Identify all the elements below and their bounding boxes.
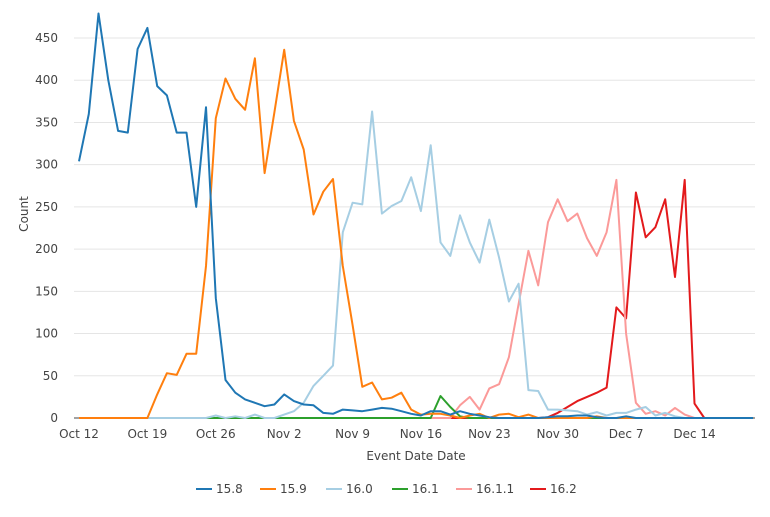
legend-label: 16.1 (412, 482, 439, 496)
series-line-16-0 (79, 110, 754, 419)
legend-label: 16.2 (550, 482, 577, 496)
series-line-15-8 (78, 12, 754, 419)
legend-item[interactable]: 16.2 (530, 482, 577, 496)
legend-label: 15.8 (216, 482, 243, 496)
series-line-16-2 (79, 178, 754, 419)
y-tick-label: 400 (35, 73, 58, 87)
y-tick-label: 350 (35, 115, 58, 129)
legend-item[interactable]: 16.1.1 (456, 482, 514, 496)
legend-item[interactable]: 16.0 (326, 482, 373, 496)
legend-item[interactable]: 15.9 (260, 482, 307, 496)
x-tick-label: Dec 7 (609, 427, 644, 441)
legend-label: 15.9 (280, 482, 307, 496)
x-tick-label: Dec 14 (673, 427, 715, 441)
x-tick-label: Nov 23 (468, 427, 511, 441)
y-tick-label: 50 (43, 369, 58, 383)
legend-label: 16.0 (346, 482, 373, 496)
y-tick-label: 0 (50, 411, 58, 425)
legend-item[interactable]: 15.8 (196, 482, 243, 496)
y-tick-label: 150 (35, 284, 58, 298)
series-line-16-1-1 (79, 178, 754, 419)
y-tick-label: 450 (35, 31, 58, 45)
x-tick-label: Nov 2 (267, 427, 302, 441)
x-tick-label: Nov 16 (400, 427, 443, 441)
y-tick-label: 300 (35, 158, 58, 172)
series-lines (78, 12, 754, 419)
x-axis-ticks: Oct 12 Oct 19 Oct 26 Nov 2 Nov 9 Nov 16 Nov 23… (59, 427, 716, 441)
y-axis-title: Count (17, 196, 31, 232)
x-tick-label: Nov 30 (536, 427, 579, 441)
y-axis-ticks: 0 50 100 150 200 250 300 350 400 450 (35, 31, 58, 425)
x-axis-title: Event Date Date (366, 449, 465, 463)
y-tick-label: 250 (35, 200, 58, 214)
legend-item[interactable]: 16.1 (392, 482, 439, 496)
x-tick-label: Oct 19 (127, 427, 167, 441)
legend: 15.8 15.9 16.0 16.1 16.1.1 16.2 (196, 482, 577, 496)
x-tick-label: Oct 26 (196, 427, 236, 441)
series-line-15-9 (79, 48, 754, 419)
legend-label: 16.1.1 (476, 482, 514, 496)
gridlines (74, 37, 755, 419)
y-tick-label: 200 (35, 242, 58, 256)
x-tick-label: Nov 9 (335, 427, 370, 441)
x-tick-label: Oct 12 (59, 427, 99, 441)
y-tick-label: 100 (35, 327, 58, 341)
